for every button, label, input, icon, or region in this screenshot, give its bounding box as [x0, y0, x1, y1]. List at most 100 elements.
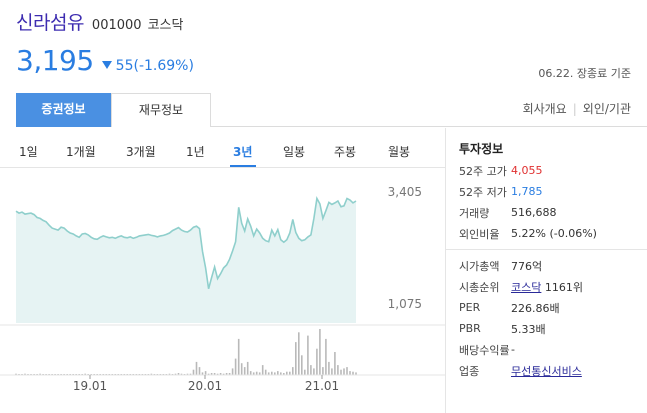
info-value: 코스닥 1161위 [511, 279, 583, 295]
period-daily[interactable]: 일봉 [283, 145, 306, 159]
volume-bar [310, 365, 312, 375]
info-row-industry: 업종 무선통신서비스 [459, 360, 647, 381]
info-value: 4,055 [511, 164, 543, 177]
market-link[interactable]: 코스닥 [511, 280, 542, 294]
volume-bar [231, 368, 234, 375]
volume-bar [207, 373, 210, 375]
volume-bar [264, 369, 267, 375]
volume-bar [349, 371, 351, 375]
volume-bar [337, 365, 339, 375]
volume-bar [271, 371, 273, 375]
info-value: 226.86배 [511, 301, 560, 315]
volume-bar [225, 373, 228, 375]
foreign-institution-link[interactable]: 외인/기관 [582, 102, 631, 116]
volume-bar [201, 372, 204, 375]
stock-market: 코스닥 [147, 18, 184, 33]
volume-bar [210, 373, 213, 375]
volume-bar [186, 373, 189, 375]
volume-bar [234, 358, 237, 375]
period-1m[interactable]: 1개월 [66, 145, 96, 159]
volume-bar [216, 373, 219, 375]
period-3y[interactable]: 3년 [233, 145, 253, 159]
info-row-market-cap: 시가총액 776억 [459, 255, 647, 276]
volume-bar [39, 373, 41, 375]
volume-bar [258, 372, 261, 375]
period-1d[interactable]: 1일 [19, 145, 38, 159]
price-row: 3,195 55(-1.69%) [16, 44, 194, 77]
investment-info-title: 투자정보 [459, 142, 504, 156]
info-value: 776억 [511, 259, 543, 273]
tab-financial-info[interactable]: 재무정보 [111, 93, 211, 127]
volume-bar [277, 371, 279, 375]
info-label: 배당수익률 [459, 343, 510, 357]
volume-bar [304, 369, 306, 375]
active-period-indicator [230, 165, 256, 167]
volume-bar [267, 372, 270, 375]
volume-bar [252, 372, 255, 375]
volume-bar [195, 361, 198, 375]
info-label: PBR [459, 322, 481, 335]
volume-bar [243, 367, 246, 375]
volume-bar [352, 371, 354, 375]
volume-bar [298, 332, 300, 375]
volume-bar [255, 371, 258, 375]
x-label-20-01: 20.01 [188, 379, 222, 393]
volume-bar [322, 367, 324, 375]
volume-bar [325, 338, 327, 375]
info-label: 52주 고가 [459, 164, 507, 178]
volume-bar [204, 371, 207, 375]
info-label: PER [459, 301, 481, 314]
link-divider: | [572, 102, 577, 116]
volume-bar [340, 369, 342, 375]
period-selector: 1일 1개월 3개월 1년 3년 일봉 주봉 월봉 [0, 140, 445, 168]
volume-bar [274, 372, 276, 375]
volume-bar [177, 373, 180, 375]
period-3m[interactable]: 3개월 [126, 145, 156, 159]
volume-bars [15, 329, 357, 375]
volume-bar [283, 373, 285, 375]
volume-bar [219, 373, 222, 375]
info-value: 516,688 [511, 206, 557, 219]
volume-bar [24, 373, 26, 375]
info-row-volume: 거래량 516,688 [459, 202, 647, 223]
period-monthly[interactable]: 월봉 [388, 145, 411, 159]
volume-bar [237, 338, 240, 375]
volume-bar [331, 368, 333, 375]
info-value: 5.22% (-0.06%) [511, 227, 597, 240]
rank-value: 1161위 [544, 280, 583, 294]
info-value: 1,785 [511, 185, 543, 198]
price-change-value: 55(-1.69%) [115, 58, 194, 74]
volume-bar [313, 368, 315, 375]
info-row-dividend-yield: 배당수익률 - [459, 339, 647, 360]
info-value: 무선통신서비스 [511, 363, 582, 379]
x-ticks [89, 375, 323, 379]
period-weekly[interactable]: 주봉 [334, 145, 357, 159]
volume-bar [249, 371, 252, 375]
stock-code: 001000 [91, 18, 142, 33]
industry-link[interactable]: 무선통신서비스 [511, 364, 582, 378]
company-overview-link[interactable]: 회사개요 [522, 102, 567, 116]
stock-name[interactable]: 신라섬유 [16, 12, 84, 34]
volume-bar [289, 371, 291, 375]
volume-bar [15, 373, 17, 375]
info-row-52w-low: 52주 저가 1,785 [459, 181, 647, 202]
info-row-52w-high: 52주 고가 4,055 [459, 160, 647, 181]
info-row-per: PER 226.86배 [459, 297, 647, 318]
info-label: 52주 저가 [459, 185, 507, 199]
info-value: 5.33배 [511, 322, 546, 336]
tab-securities-info[interactable]: 증권정보 [16, 93, 111, 127]
info-label: 외인비율 [459, 227, 500, 241]
tab-bar: 증권정보 재무정보 회사개요 | 외인/기관 [16, 93, 647, 127]
info-label: 거래량 [459, 206, 490, 220]
volume-bar [334, 352, 336, 375]
volume-bar [292, 367, 294, 375]
volume-bar [213, 373, 216, 375]
volume-bar [343, 368, 345, 375]
price-chart-svg: 3,405 1,075 19.01 20.01 21.01 [0, 185, 445, 393]
volume-bar [261, 365, 264, 375]
info-row-market-cap-rank: 시총순위 코스닥 1161위 [459, 276, 647, 297]
period-1y[interactable]: 1년 [186, 145, 205, 159]
x-label-21-01: 21.01 [305, 379, 339, 393]
volume-bar [355, 372, 357, 375]
volume-bar [192, 369, 195, 375]
